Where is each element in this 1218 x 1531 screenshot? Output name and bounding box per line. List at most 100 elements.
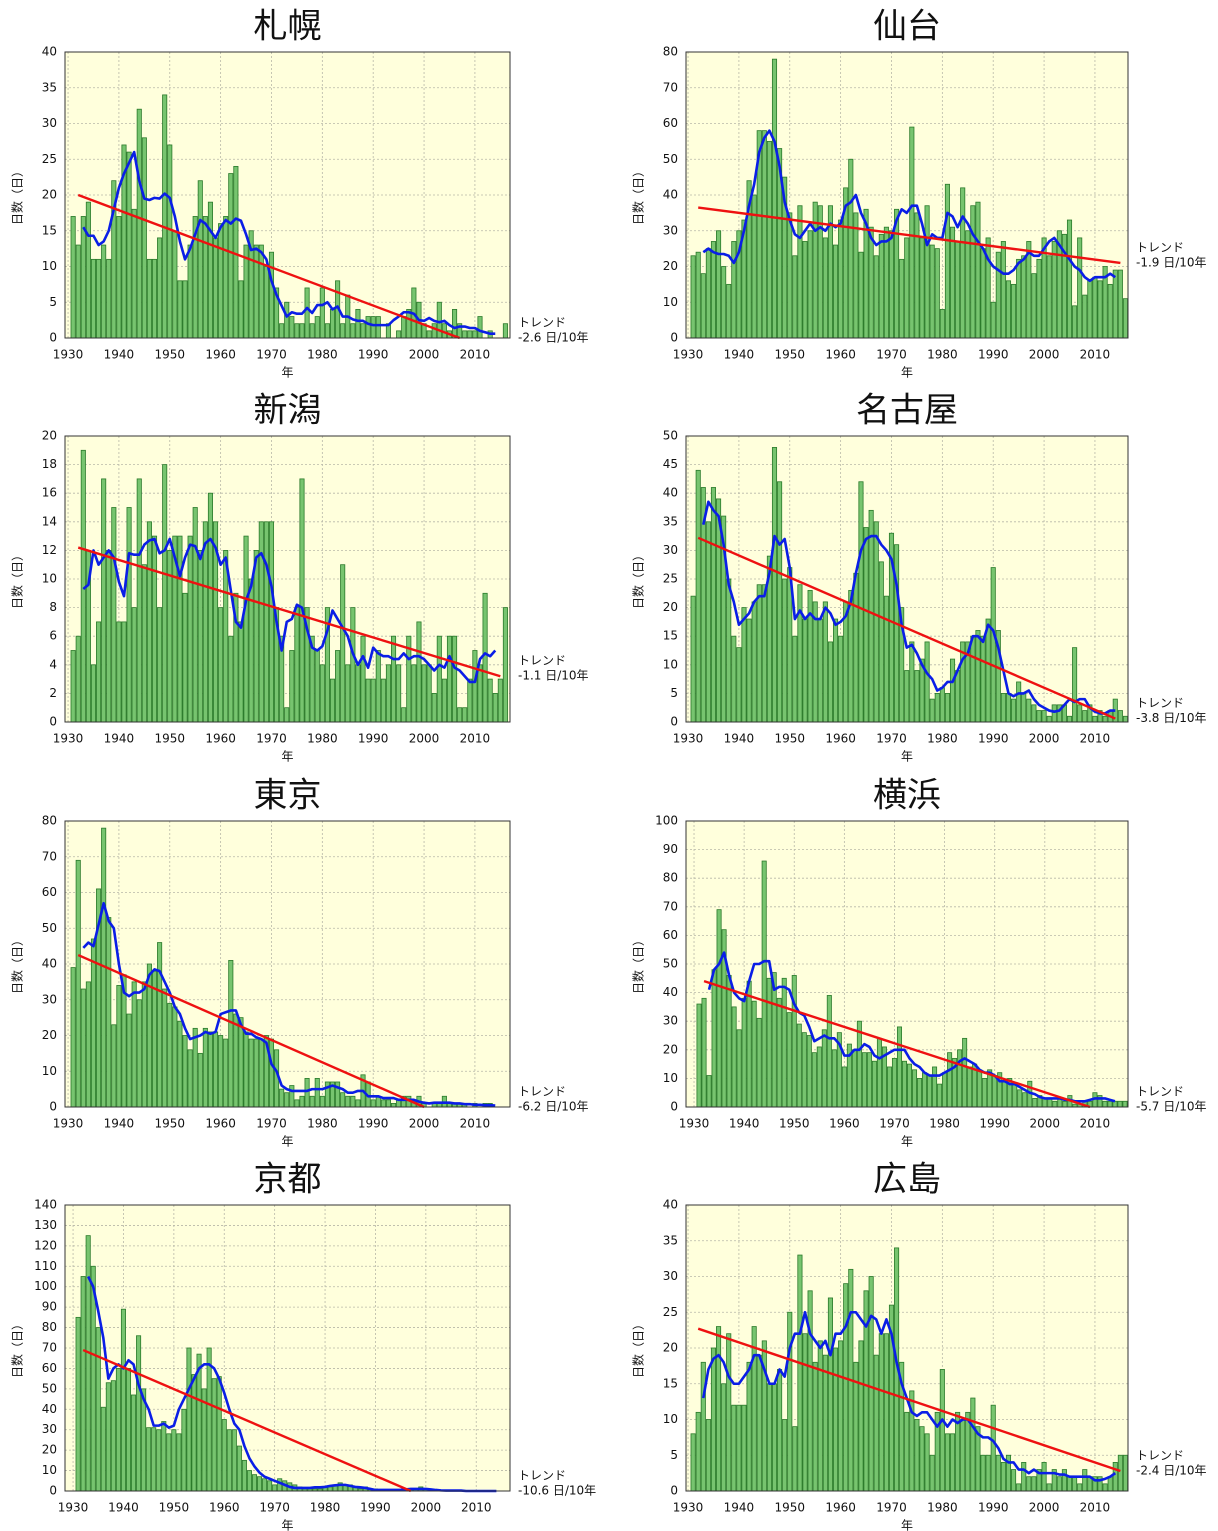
bar xyxy=(1021,693,1027,723)
x-tick-label: 1960 xyxy=(825,1501,856,1515)
y-tick-label: 10 xyxy=(42,572,57,586)
bar xyxy=(216,1376,222,1492)
bar xyxy=(1016,1483,1022,1492)
y-tick-label: 5 xyxy=(49,295,57,309)
bar xyxy=(228,173,234,339)
plot-frame xyxy=(685,51,1129,339)
y-tick-label: 30 xyxy=(663,543,678,557)
bar xyxy=(821,1029,827,1108)
bar xyxy=(838,1340,844,1492)
bar xyxy=(1077,704,1083,723)
bar xyxy=(944,1433,950,1492)
bar xyxy=(213,237,219,339)
bar xyxy=(181,1408,187,1492)
bar xyxy=(848,158,854,339)
trend-line xyxy=(698,206,1121,265)
bar xyxy=(1117,269,1123,339)
bar xyxy=(360,635,366,723)
bar xyxy=(223,550,229,723)
bar xyxy=(304,1078,310,1108)
x-tick-label: 1980 xyxy=(307,732,338,746)
bar xyxy=(957,1049,963,1108)
bar xyxy=(756,1354,762,1492)
bar xyxy=(1117,1454,1123,1492)
bar xyxy=(924,1433,930,1492)
chart-title: 名古屋 xyxy=(856,391,958,431)
bar xyxy=(121,621,127,723)
bar xyxy=(1032,1098,1038,1108)
bar xyxy=(284,301,290,339)
y-tick-label: 20 xyxy=(663,600,678,614)
x-tick-label: 2000 xyxy=(409,732,440,746)
bar xyxy=(141,981,147,1108)
bar xyxy=(1046,255,1052,339)
bar xyxy=(396,664,402,723)
bar xyxy=(365,316,371,339)
bar xyxy=(391,635,397,723)
bar xyxy=(106,258,112,339)
y-tick-label: 110 xyxy=(34,1259,57,1273)
bar xyxy=(141,137,147,339)
trend-rate: -2.6 日/10年 xyxy=(518,331,589,345)
bar xyxy=(741,607,747,723)
y-tick-label: 4 xyxy=(49,657,57,671)
x-tick-label: 1940 xyxy=(724,732,755,746)
bar xyxy=(436,635,442,723)
bar xyxy=(156,1429,162,1492)
x-tick-label: 1950 xyxy=(774,732,805,746)
bar xyxy=(218,223,224,339)
bar xyxy=(975,201,981,339)
y-tick-label: 0 xyxy=(670,1100,678,1114)
bar xyxy=(324,323,330,339)
bar xyxy=(151,535,158,723)
x-tick-label: 1930 xyxy=(673,348,704,362)
bar xyxy=(136,108,142,339)
x-tick-label: 1990 xyxy=(978,1501,1009,1515)
bar xyxy=(1061,1469,1067,1492)
bar xyxy=(929,1454,935,1492)
y-tick-label: 15 xyxy=(42,223,57,237)
x-tick-label: 2000 xyxy=(1029,1501,1060,1515)
bar xyxy=(817,1340,823,1492)
moving-average-line xyxy=(82,150,496,336)
y-tick-label: 40 xyxy=(42,45,57,59)
bar xyxy=(370,1099,376,1108)
bar xyxy=(858,1340,864,1492)
bar xyxy=(817,618,823,723)
y-tick-label: 40 xyxy=(663,1198,678,1212)
x-axis-label: 年 xyxy=(901,1135,913,1149)
bar xyxy=(1107,283,1113,339)
y-tick-label: 10 xyxy=(663,1071,678,1085)
trend-line xyxy=(82,1348,412,1493)
bar xyxy=(223,1038,229,1108)
x-tick-label: 1940 xyxy=(104,1117,135,1131)
bar xyxy=(690,595,696,723)
y-tick-label: 50 xyxy=(663,152,678,166)
bar xyxy=(375,316,381,339)
bar xyxy=(922,1072,928,1108)
trend-label: トレンド xyxy=(518,1085,566,1099)
y-tick-label: 20 xyxy=(663,1341,678,1355)
bar xyxy=(1000,693,1006,723)
y-tick-label: 80 xyxy=(663,871,678,885)
chart-title: 横浜 xyxy=(873,776,941,816)
bar xyxy=(75,859,81,1108)
bar xyxy=(452,308,458,339)
moving-average-line xyxy=(702,500,1116,715)
bar xyxy=(817,205,823,339)
bar xyxy=(329,678,336,723)
bar xyxy=(172,1006,178,1108)
bar xyxy=(1002,1080,1008,1108)
bar xyxy=(1041,710,1047,723)
bar xyxy=(1005,693,1012,723)
bar xyxy=(873,255,879,339)
y-tick-label: 60 xyxy=(663,928,678,942)
bar xyxy=(812,1361,818,1492)
bar xyxy=(1117,1100,1123,1108)
x-tick-label: 2000 xyxy=(1029,348,1060,362)
x-tick-label: 1980 xyxy=(307,348,338,362)
bar xyxy=(980,635,986,723)
bar xyxy=(1082,294,1088,339)
y-tick-label: 40 xyxy=(663,188,678,202)
x-tick-label: 1970 xyxy=(876,348,907,362)
